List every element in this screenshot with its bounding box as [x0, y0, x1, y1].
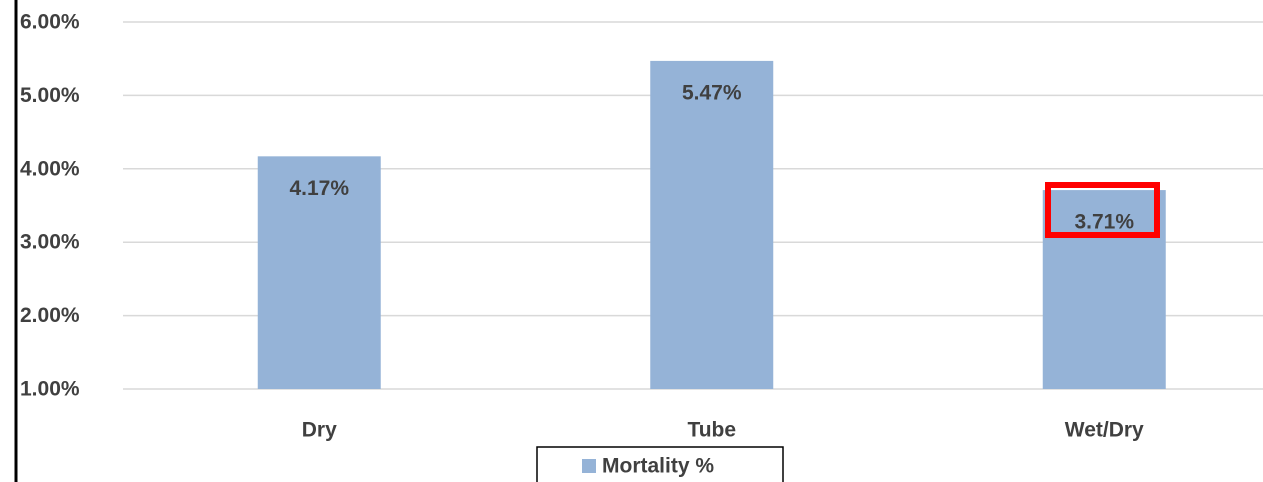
y-tick-label: 5.00%	[20, 84, 80, 107]
bar	[257, 156, 381, 389]
legend-swatch	[582, 459, 596, 473]
y-tick-label: 6.00%	[20, 11, 80, 34]
y-tick-label: 4.00%	[20, 157, 80, 180]
bar	[1042, 190, 1166, 389]
y-tick-label: 1.00%	[20, 378, 80, 401]
legend-box	[536, 446, 784, 482]
data-label: 5.47%	[682, 81, 742, 104]
data-label: 3.71%	[1074, 211, 1134, 234]
data-label: 4.17%	[289, 177, 349, 200]
legend-label: Mortality %	[602, 455, 714, 478]
x-tick-label: Wet/Dry	[1065, 419, 1144, 442]
x-tick-label: Tube	[687, 419, 736, 442]
highlight-box	[1045, 182, 1160, 238]
bars	[257, 60, 1166, 389]
legend: Mortality %	[536, 446, 784, 482]
y-tick-label: 3.00%	[20, 231, 80, 254]
x-tick-label: Dry	[302, 419, 337, 442]
bar	[650, 60, 774, 389]
y-tick-label: 2.00%	[20, 304, 80, 327]
